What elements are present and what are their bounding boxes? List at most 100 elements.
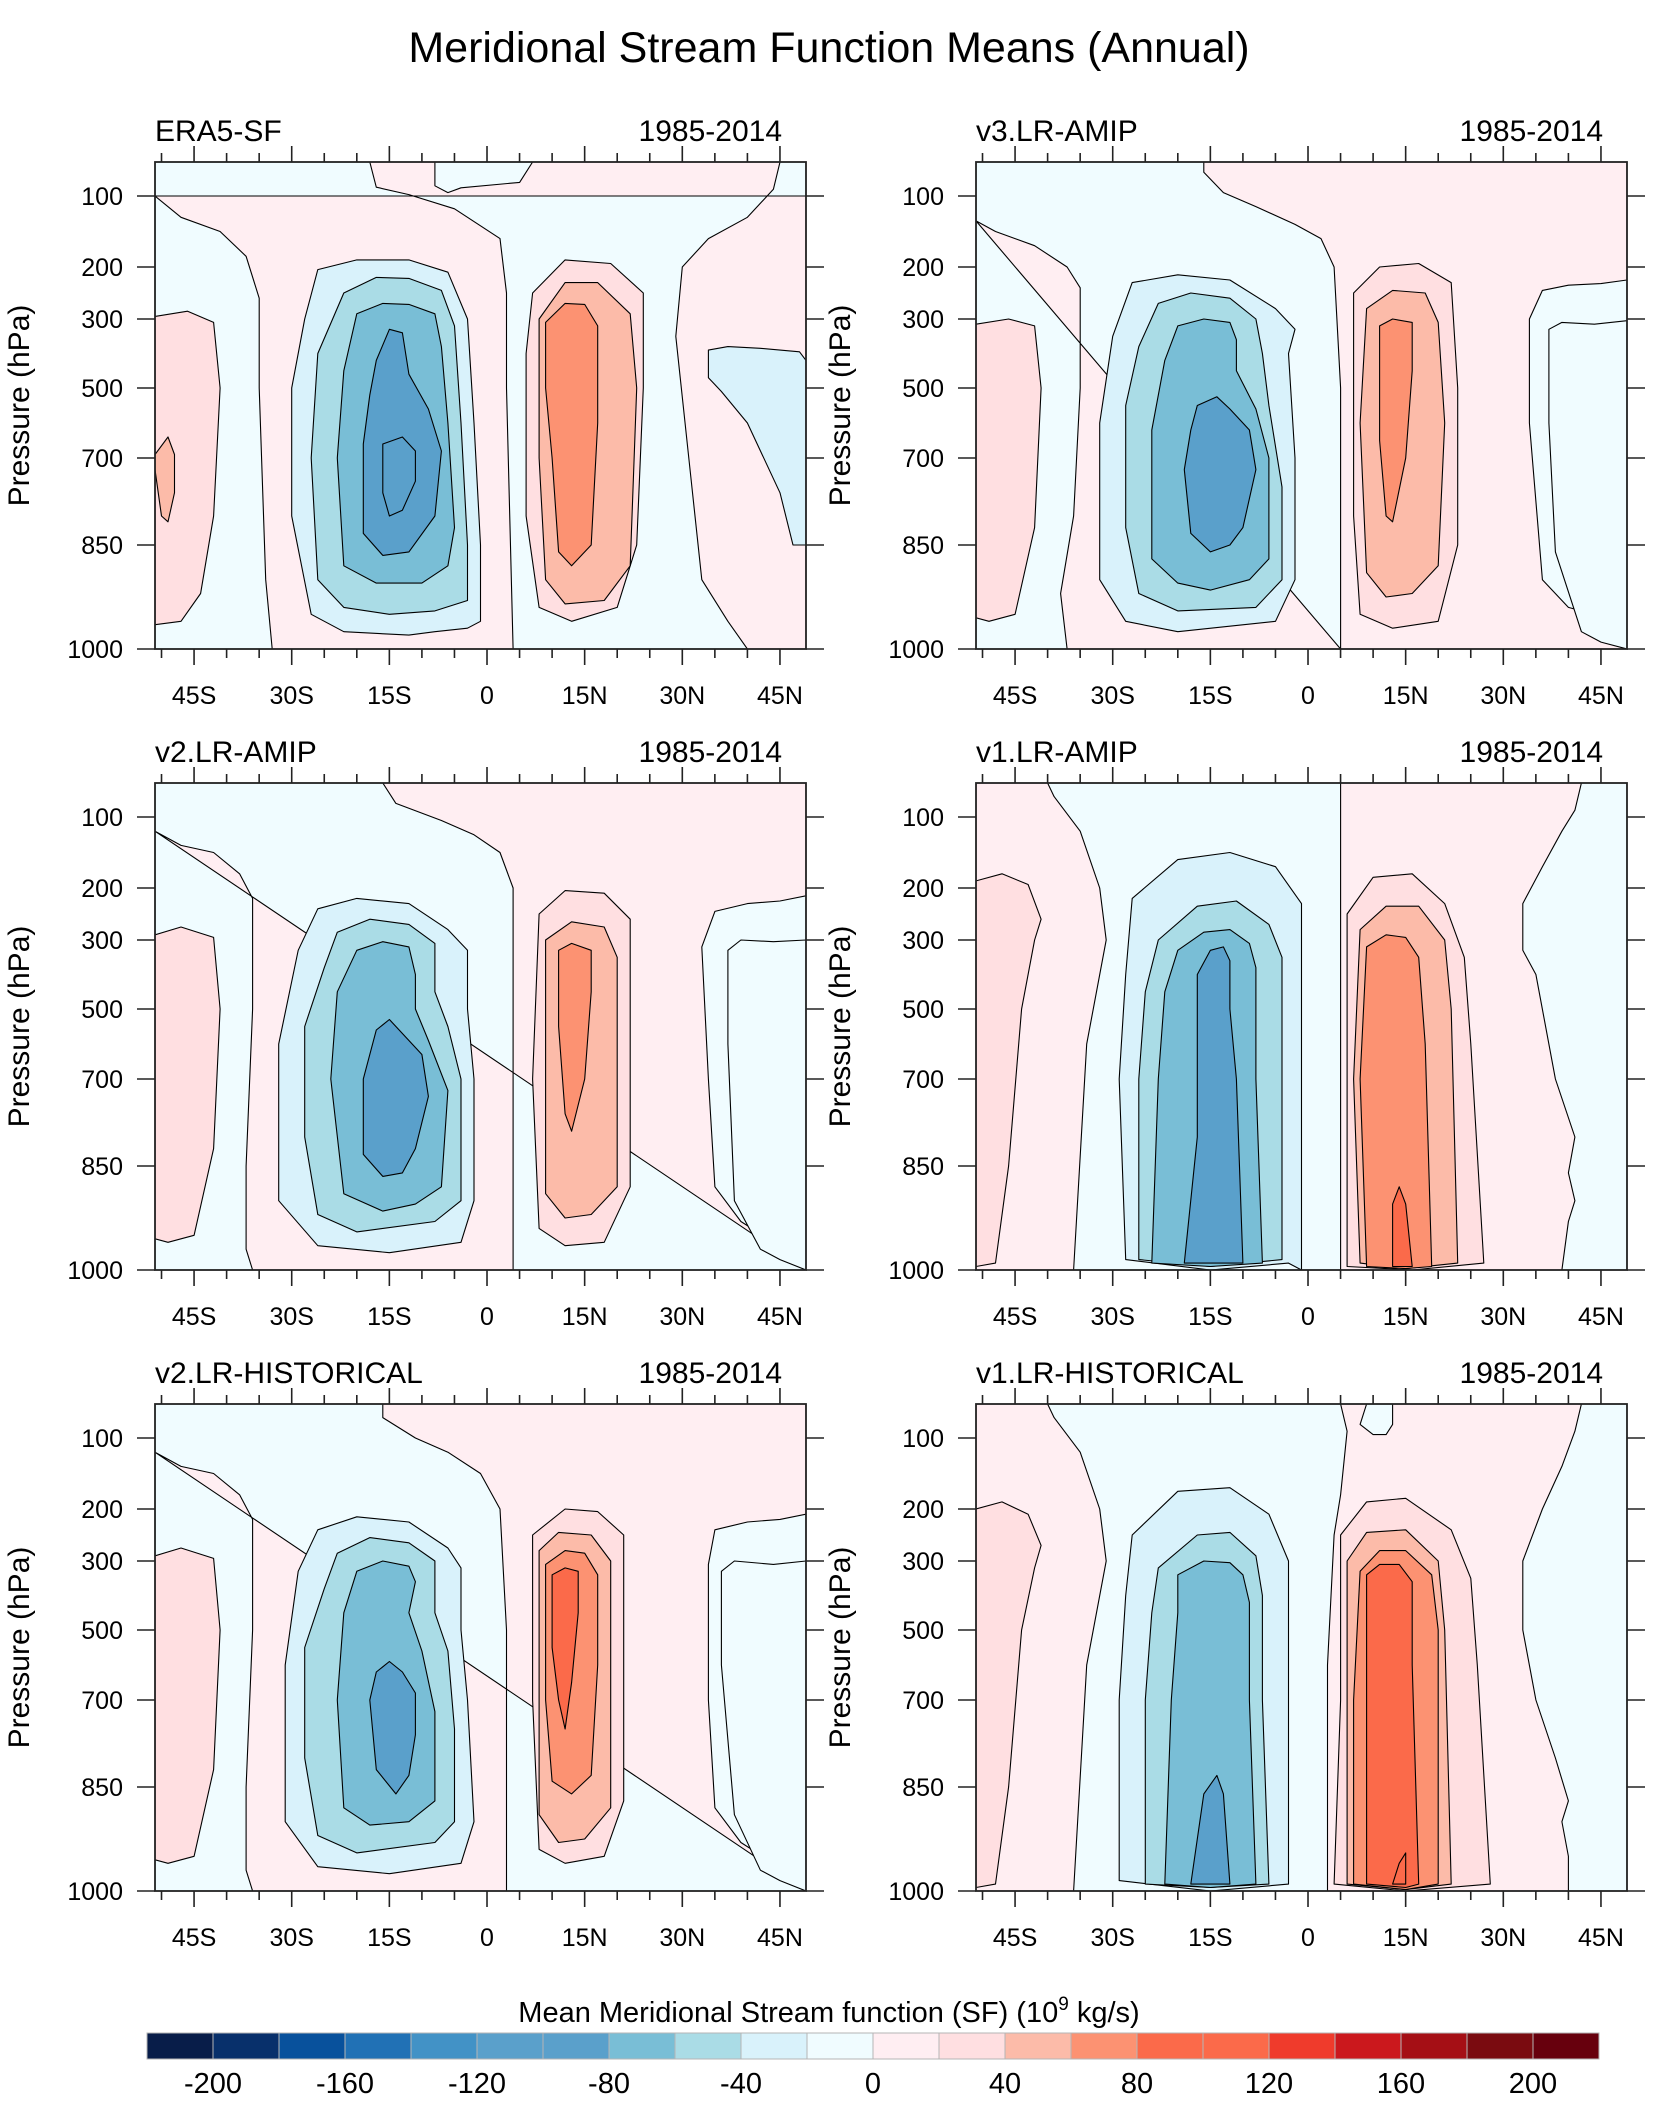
y-tick-label: 500 — [81, 375, 123, 403]
contour-region — [720, 1560, 806, 1891]
panel-v1-lr-amip: 45S 30S 15S 0 15N 30N 45N 100 200 300 500 700 850 100… — [824, 736, 1645, 1331]
x-tick-label: 15S — [367, 1924, 411, 1952]
contour-fills — [976, 162, 1627, 649]
plot-frame — [154, 161, 807, 650]
y-axis-label: Pressure (hPa) — [824, 305, 857, 507]
x-tick-label: 45S — [172, 1303, 216, 1331]
y-tick-label: 100 — [81, 1425, 123, 1453]
colorbar-tick-label: 160 — [1377, 2068, 1425, 2100]
contour-region — [1548, 320, 1627, 649]
x-tick-label: 15S — [367, 682, 411, 710]
y-axis-label: Pressure (hPa) — [3, 926, 36, 1128]
contour-fills — [155, 162, 806, 649]
y-axis-label: Pressure (hPa) — [3, 305, 36, 507]
colorbar-box — [1004, 2032, 1072, 2060]
colorbar-tick-label: 0 — [865, 2068, 881, 2100]
x-tick-label: 15N — [562, 1303, 608, 1331]
y-tick-label: 200 — [81, 254, 123, 282]
panel-era5-sf: 45S 30S 15S 0 15N 30N 45N 100 200 300 500 700 850 100… — [3, 115, 824, 710]
panel-period: 1985-2014 — [1460, 736, 1603, 769]
colorbar-tick-label: -120 — [448, 2068, 506, 2100]
y-tick-label: 500 — [81, 996, 123, 1024]
contour-region — [1183, 396, 1257, 553]
plot-frame — [154, 1403, 807, 1892]
panel-period: 1985-2014 — [639, 115, 782, 148]
y-tick-label: 500 — [902, 1617, 944, 1645]
colorbar: Mean Meridional Stream function (SF) (10… — [146, 1994, 1600, 2100]
x-tick-label: 15N — [562, 1924, 608, 1952]
contour-region — [1183, 946, 1244, 1264]
y-tick-label: 200 — [902, 1496, 944, 1524]
contour-region — [155, 1547, 221, 1864]
x-tick-label: 30S — [1090, 682, 1134, 710]
plot-frame — [154, 782, 807, 1271]
colorbar-box — [1268, 2032, 1336, 2060]
y-tick-label: 300 — [902, 306, 944, 334]
contour-region — [1392, 1852, 1407, 1885]
plot-frame — [975, 161, 1628, 650]
contour-fills — [976, 1404, 1627, 1891]
panel-period: 1985-2014 — [639, 736, 782, 769]
x-tick-label: 30N — [659, 1303, 705, 1331]
contour-region — [727, 939, 806, 1270]
colorbar-tick-label: 40 — [989, 2068, 1021, 2100]
colorbar-labels: -200 -160 -120 -80 -40 0 40 80 120 160 200 — [184, 2068, 1557, 2100]
colorbar-box — [1202, 2032, 1270, 2060]
x-tick-label: 45N — [1578, 1303, 1624, 1331]
y-tick-label: 300 — [902, 1548, 944, 1576]
colorbar-box — [608, 2032, 676, 2060]
contour-fills — [976, 783, 1627, 1270]
contour-region — [1190, 1774, 1231, 1885]
contour-region — [707, 346, 806, 546]
panel-title: ERA5-SF — [155, 115, 282, 148]
colorbar-box — [1400, 2032, 1468, 2060]
x-tick-label: 30S — [269, 1924, 313, 1952]
colorbar-box — [872, 2032, 940, 2060]
panel-v3-lr-amip: 45S 30S 15S 0 15N 30N 45N 100 200 300 500 700 850 100… — [824, 115, 1645, 710]
colorbar-box — [1136, 2032, 1204, 2060]
y-tick-label: 1000 — [888, 1878, 944, 1906]
contour-region — [1392, 1186, 1413, 1268]
x-tick-label: 30N — [659, 1924, 705, 1952]
colorbar-tick-label: 200 — [1509, 2068, 1557, 2100]
x-tick-label: 0 — [480, 1924, 494, 1952]
colorbar-box — [278, 2032, 346, 2060]
y-tick-label: 300 — [81, 1548, 123, 1576]
x-tick-label: 0 — [1301, 682, 1315, 710]
colorbar-box — [146, 2032, 214, 2060]
contour-region — [1164, 1560, 1257, 1889]
x-tick-label: 45S — [993, 682, 1037, 710]
contour-region — [976, 873, 1042, 1268]
colorbar-box — [806, 2032, 874, 2060]
x-tick-label: 45N — [1578, 682, 1624, 710]
y-tick-label: 100 — [902, 183, 944, 211]
contour-region — [369, 1660, 416, 1795]
panel-period: 1985-2014 — [1460, 1357, 1603, 1390]
main-title: Meridional Stream Function Means (Annual… — [408, 24, 1249, 72]
x-tick-label: 30S — [269, 1303, 313, 1331]
x-tick-label: 45N — [757, 1924, 803, 1952]
colorbar-box — [1532, 2032, 1600, 2060]
x-tick-label: 30S — [1090, 1924, 1134, 1952]
contour-region — [1522, 1404, 1627, 1891]
y-tick-label: 200 — [902, 254, 944, 282]
colorbar-box — [542, 2032, 610, 2060]
y-tick-label: 300 — [81, 306, 123, 334]
y-tick-label: 100 — [81, 804, 123, 832]
panel-title: v2.LR-AMIP — [155, 736, 317, 769]
colorbar-tick-label: 120 — [1245, 2068, 1293, 2100]
colorbar-box — [1466, 2032, 1534, 2060]
x-tick-label: 15N — [562, 682, 608, 710]
colorbar-tick-label: -40 — [720, 2068, 762, 2100]
x-tick-label: 45S — [993, 1303, 1037, 1331]
x-tick-label: 0 — [480, 682, 494, 710]
contour-region — [155, 926, 221, 1243]
x-tick-label: 15N — [1383, 1303, 1429, 1331]
colorbar-box — [938, 2032, 1006, 2060]
y-tick-label: 1000 — [888, 636, 944, 664]
contour-region — [545, 302, 599, 567]
colorbar-boxes — [146, 2032, 1600, 2060]
contour-region — [1522, 783, 1627, 1270]
x-tick-label: 30N — [659, 682, 705, 710]
y-tick-label: 700 — [902, 445, 944, 473]
